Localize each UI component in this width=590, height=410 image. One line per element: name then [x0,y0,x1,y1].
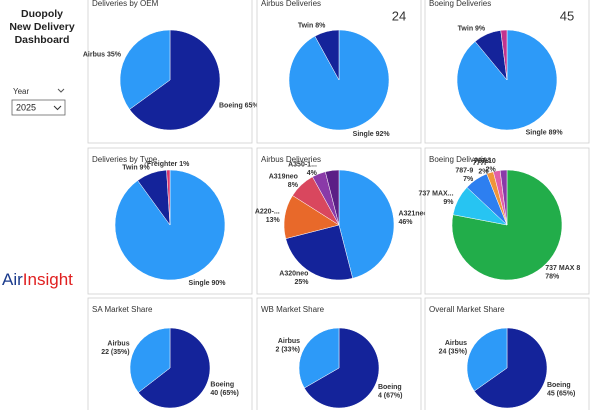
pie-slice [473,327,548,409]
data-label: 737 MAX... 9% [419,190,455,206]
label-line: 4 (67%) [378,392,403,399]
data-label: Twin 9% [122,164,150,171]
pie-slice [499,169,508,226]
label-line: 4% [307,170,318,177]
label-line: 7% [463,176,474,183]
pie-slice [119,29,171,110]
pie-slice [500,29,508,81]
dropdown-value[interactable]: 2025 [16,102,36,112]
label-line: Boeing [210,381,234,388]
pie-slice [298,327,340,389]
data-label: Single 92% [353,131,391,138]
label-line: 45 (65%) [547,391,575,398]
data-label: Boeing 45 (65%) [547,382,575,398]
panel-title: Deliveries by Type [92,155,158,164]
dropdown-arrow[interactable] [53,105,62,111]
label-line: 13% [266,217,281,224]
brand-insight: Insight [23,270,73,289]
pie-slice [166,169,171,226]
data-label: Twin 8% [298,23,326,30]
panel-title: Overall Market Share [429,305,505,314]
dashboard-title: Dashboard [15,34,70,46]
pie-slice [325,169,340,226]
label-line: 8% [288,182,299,189]
panel-title: Airbus Deliveries [261,155,321,164]
pie-slice [285,224,353,281]
label-line: A350-1... [288,161,317,168]
data-label: Single 89% [526,130,564,137]
label-line: 2 (33%) [276,346,301,353]
pie-slice [304,327,380,409]
pie-slice [129,29,221,131]
panel-title: SA Market Share [92,305,153,314]
label-line: A320neo [279,270,308,277]
brand-air: Air [2,270,23,289]
data-label: 787-10 2% [474,158,497,174]
label-line: 737 MAX 8 [545,265,580,272]
label-line: 787-10 [474,158,496,165]
label-line: A321neo [399,210,428,217]
label-line: Airbus [445,340,467,347]
data-label: Boeing 40 (65%) [210,381,238,397]
label-line: 25% [294,279,309,286]
slicer-label: Year [13,87,30,96]
dashboard-title: New Delivery [9,21,75,33]
data-label: 787-9 7% [455,167,474,183]
pie-slice [129,327,171,393]
data-label: Freighter 1% [147,161,190,168]
label-line: 78% [545,273,560,280]
label-line: 9% [443,199,454,206]
data-label: Airbus 24 (35%) [439,340,468,356]
label-line: 2% [486,166,497,173]
label-line: Airbus [107,341,129,348]
label-line: 24 (35%) [439,348,467,355]
pie-slice [338,169,395,279]
label-line: 22 (35%) [101,349,129,356]
data-label: 777F 2% [472,160,489,176]
data-label: Twin 9% [458,25,486,32]
panel-title: Boeing Deliveries [429,155,491,164]
data-label: Boeing 4 (67%) [378,384,403,400]
data-label: A320neo 25% [279,270,309,286]
data-label: Airbus 35% [83,51,122,58]
label-line: Airbus [278,338,300,345]
label-line: A319neo [269,173,298,180]
data-label: 737 MAX 8 78% [545,265,580,281]
data-label: Single 90% [189,280,227,287]
data-label: A319neo 8% [269,173,299,189]
label-line: 40 (65%) [210,390,238,397]
brand: AirInsight [2,270,73,289]
card-value: 24 [392,8,406,23]
panel-title: Boeing Deliveries [429,0,491,8]
pie-slice [314,29,340,81]
slicer-chevron [57,88,65,93]
label-line: Boeing [378,384,402,391]
card-value: 45 [560,8,574,23]
label-line: 787-9 [455,167,473,174]
slicer-dropdown[interactable]: 2025 [11,99,66,116]
pie-slice [138,327,211,409]
data-label: Airbus 22 (35%) [101,341,130,357]
data-label: A350-1... 4% [288,161,318,177]
label-line: Boeing [547,382,571,389]
data-label: A321neo 46% [399,210,428,226]
panel-title: Airbus Deliveries [261,0,321,8]
data-label: Airbus 2 (33%) [276,338,301,354]
label-line: 737 MAX... [419,190,454,197]
label-line: 2% [478,168,489,175]
panel-title: Deliveries by OEM [92,0,159,8]
data-label: Boeing 65% [219,102,259,109]
data-label: A220-... 13% [255,208,281,224]
dropdown-box[interactable] [11,99,66,116]
label-line: 777F [472,160,489,167]
label-line: A220-... [255,208,280,215]
pie-slice [466,327,508,392]
panel-title: WB Market Share [261,305,325,314]
dashboard-title: Duopoly [21,8,63,20]
label-line: 46% [399,219,414,226]
